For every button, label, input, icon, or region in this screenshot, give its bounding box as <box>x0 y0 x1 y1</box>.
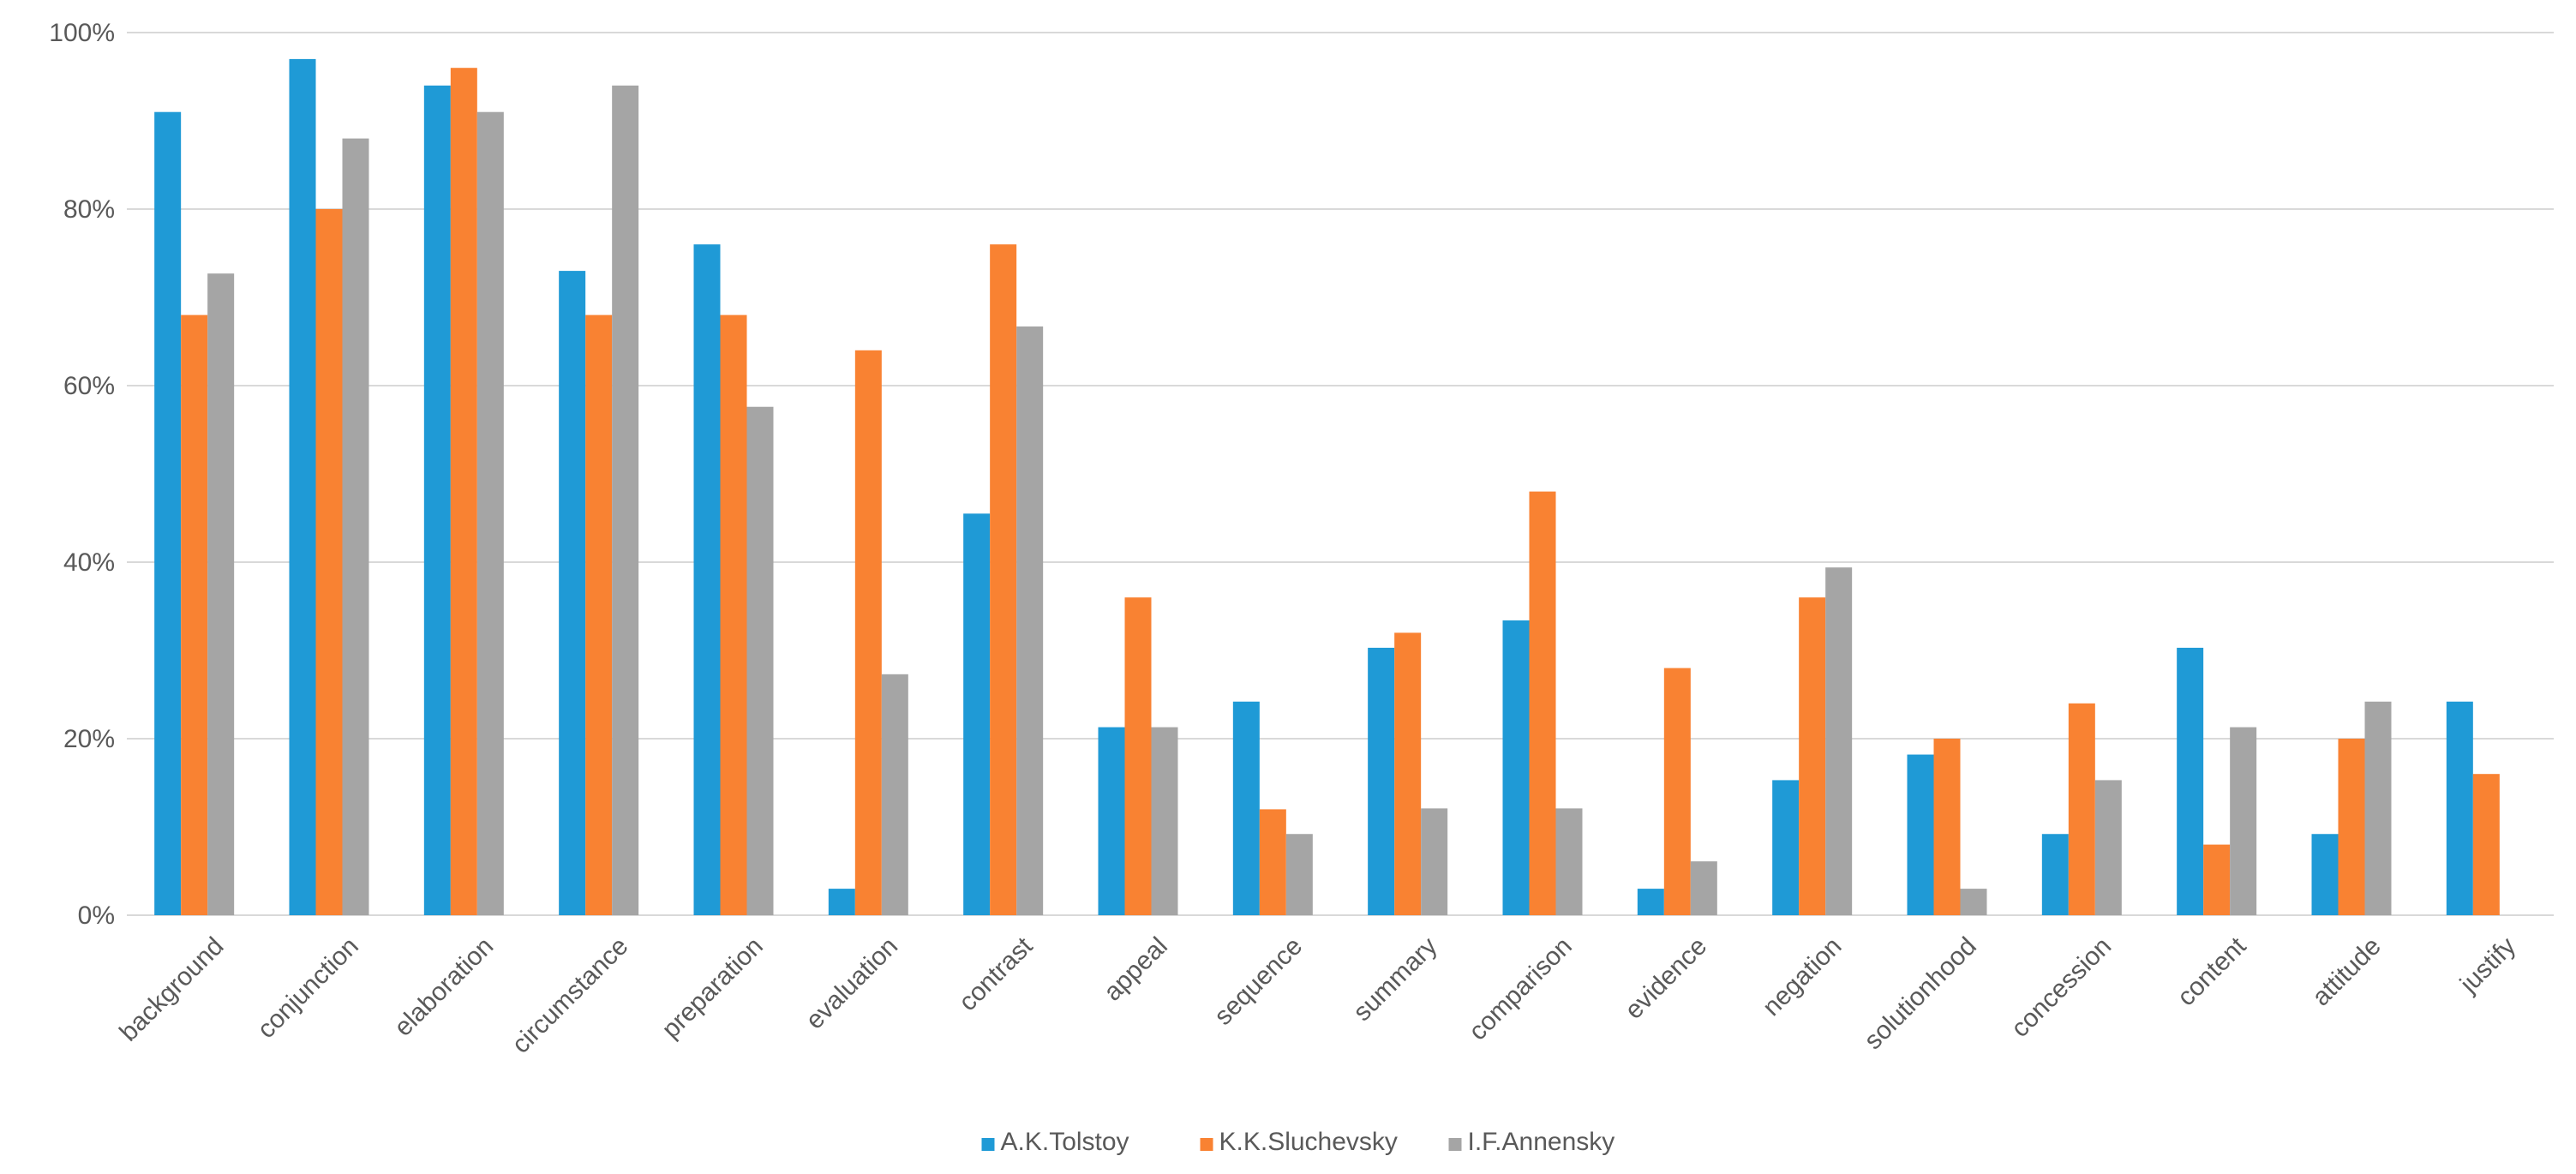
bar-i-f-annensky-background <box>207 273 235 915</box>
y-tick-label: 40% <box>63 548 115 577</box>
gridlines <box>127 32 2554 916</box>
bar-a-k-tolstoy-contrast <box>963 513 991 915</box>
bar-i-f-annensky-elaboration <box>476 111 504 915</box>
x-tick-label-elaboration: elaboration <box>389 932 499 1042</box>
bar-i-f-annensky-evaluation <box>881 674 908 915</box>
y-axis-ticks: 0% 20% 40% 60% 80% 100% <box>49 19 115 930</box>
bar-a-k-tolstoy-justify <box>2446 701 2473 915</box>
x-tick-label-background: background <box>114 932 229 1047</box>
x-tick-label-preparation: preparation <box>656 932 769 1045</box>
bar-i-f-annensky-preparation <box>746 406 774 916</box>
x-tick-label-evaluation: evaluation <box>800 932 903 1035</box>
bar-i-f-annensky-solutionhood <box>1960 889 1987 915</box>
bar-i-f-annensky-contrast <box>1016 326 1044 915</box>
bar-i-f-annensky-concession <box>2094 780 2122 915</box>
bar-i-f-annensky-attitude <box>2364 701 2392 915</box>
bar-a-k-tolstoy-circumstance <box>559 271 586 916</box>
bar-a-k-tolstoy-evidence <box>1637 889 1664 915</box>
bar-a-k-tolstoy-summary <box>1368 647 1395 915</box>
bar-a-k-tolstoy-comparison <box>1502 620 1530 915</box>
bar-k-k-sluchevsky-evidence <box>1663 668 1691 915</box>
bar-k-k-sluchevsky-preparation <box>720 314 747 916</box>
bar-k-k-sluchevsky-background <box>181 314 208 916</box>
bar-k-k-sluchevsky-evaluation <box>854 350 882 915</box>
bar-i-f-annensky-sequence <box>1285 834 1313 915</box>
bar-i-f-annensky-summary <box>1421 808 1448 915</box>
x-tick-label-negation: negation <box>1758 932 1848 1022</box>
bar-i-f-annensky-circumstance <box>612 85 639 916</box>
bar-i-f-annensky-content <box>2230 727 2257 915</box>
bar-k-k-sluchevsky-summary <box>1394 632 1422 915</box>
y-tick-label: 100% <box>49 19 115 47</box>
x-tick-label-justify: justify <box>2454 932 2521 999</box>
y-tick-label: 80% <box>63 195 115 224</box>
bar-i-f-annensky-conjunction <box>342 138 369 916</box>
bar-k-k-sluchevsky-contrast <box>990 244 1017 915</box>
bar-a-k-tolstoy-appeal <box>1098 727 1125 915</box>
bar-a-k-tolstoy-elaboration <box>423 85 451 916</box>
bar-a-k-tolstoy-background <box>154 111 182 915</box>
legend-swatch-1 <box>981 1138 995 1151</box>
bar-i-f-annensky-evidence <box>1690 861 1717 915</box>
bar-k-k-sluchevsky-circumstance <box>585 314 613 916</box>
bar-i-f-annensky-negation <box>1825 567 1853 915</box>
legend-swatch-2 <box>1200 1138 1213 1151</box>
bar-k-k-sluchevsky-content <box>2203 844 2231 915</box>
x-tick-label-sequence: sequence <box>1209 932 1308 1031</box>
x-tick-label-contrast: contrast <box>954 931 1039 1016</box>
x-tick-label-attitude: attitude <box>2307 932 2387 1012</box>
bar-a-k-tolstoy-conjunction <box>289 58 316 915</box>
legend-label-2: K.K.Sluchevsky <box>1219 1128 1398 1156</box>
legend-label-1: A.K.Tolstoy <box>1001 1128 1129 1156</box>
x-tick-label-solutionhood: solutionhood <box>1859 932 1982 1056</box>
bar-a-k-tolstoy-solutionhood <box>1907 754 1934 915</box>
bars <box>154 58 2500 916</box>
bar-k-k-sluchevsky-justify <box>2472 774 2500 915</box>
bar-a-k-tolstoy-attitude <box>2311 834 2339 915</box>
bar-a-k-tolstoy-preparation <box>693 244 721 915</box>
x-axis-ticks: background conjunction elaboration circumst… <box>114 931 2521 1059</box>
bar-a-k-tolstoy-evaluation <box>828 889 855 915</box>
x-tick-label-summary: summary <box>1348 932 1443 1027</box>
x-tick-label-comparison: comparison <box>1464 932 1578 1046</box>
y-tick-label: 20% <box>63 725 115 753</box>
x-tick-label-appeal: appeal <box>1099 932 1173 1007</box>
bar-k-k-sluchevsky-appeal <box>1124 597 1152 915</box>
bar-i-f-annensky-appeal <box>1151 727 1178 915</box>
bar-a-k-tolstoy-sequence <box>1232 701 1260 915</box>
x-tick-label-circumstance: circumstance <box>506 932 633 1059</box>
bar-k-k-sluchevsky-elaboration <box>450 68 477 915</box>
bar-k-k-sluchevsky-concession <box>2068 703 2095 915</box>
x-tick-label-evidence: evidence <box>1620 932 1712 1025</box>
legend-label-3: I.F.Annensky <box>1468 1128 1615 1156</box>
x-tick-label-concession: concession <box>2006 932 2117 1043</box>
bar-k-k-sluchevsky-comparison <box>1529 491 1556 915</box>
legend-swatch-3 <box>1448 1138 1462 1151</box>
bar-k-k-sluchevsky-solutionhood <box>1933 739 1961 915</box>
y-tick-label: 60% <box>63 372 115 400</box>
bar-a-k-tolstoy-concession <box>2041 834 2069 915</box>
x-tick-label-content: content <box>2172 931 2252 1011</box>
bar-k-k-sluchevsky-attitude <box>2338 739 2365 915</box>
y-tick-label: 0% <box>78 901 115 930</box>
x-tick-label-conjunction: conjunction <box>252 932 364 1045</box>
bar-k-k-sluchevsky-sequence <box>1259 809 1286 915</box>
bar-k-k-sluchevsky-conjunction <box>315 209 343 915</box>
bar-i-f-annensky-comparison <box>1555 808 1583 915</box>
bar-a-k-tolstoy-negation <box>1772 780 1800 915</box>
bar-k-k-sluchevsky-negation <box>1799 597 1826 915</box>
legend: A.K.Tolstoy K.K.Sluchevsky I.F.Annensky <box>981 1128 1615 1156</box>
bar-a-k-tolstoy-content <box>2177 647 2204 915</box>
